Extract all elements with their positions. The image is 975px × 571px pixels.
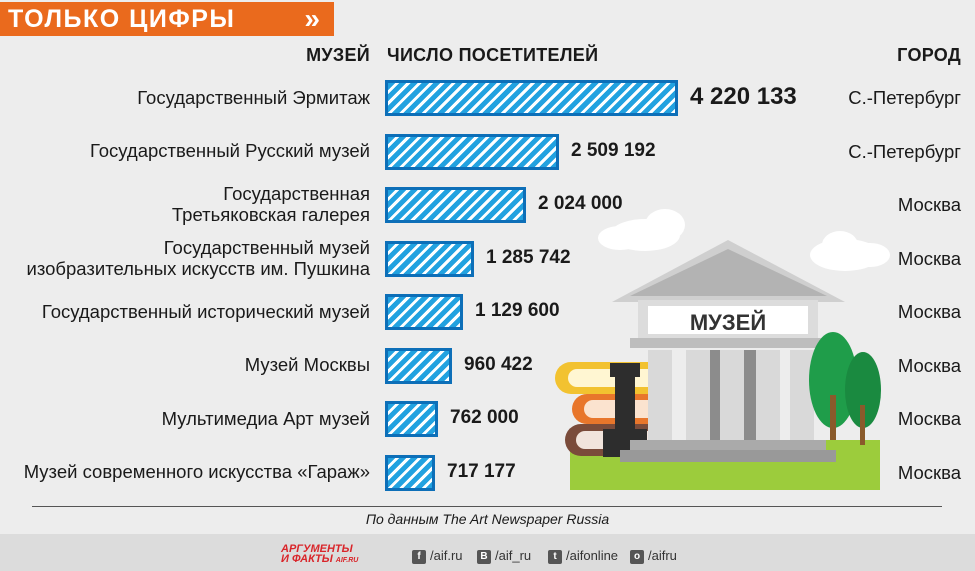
museum-name: Мультимедиа Арт музей — [161, 407, 370, 429]
museum-name: Государственный исторический музей — [41, 300, 370, 322]
data-label: 1 129 600 — [475, 300, 560, 321]
section-title: ТОЛЬКО ЦИФРЫ — [8, 5, 236, 33]
bar — [385, 133, 559, 170]
social-handle: /aif_ru — [495, 548, 532, 563]
data-label: 2 509 192 — [571, 139, 656, 161]
social-link[interactable]: о/aifru — [630, 548, 677, 564]
double-chevron-icon: » — [304, 3, 320, 34]
bar — [385, 294, 463, 330]
social-link[interactable]: t/aifonline — [548, 548, 618, 564]
cloud-icon — [810, 231, 890, 271]
column-header-visitors: ЧИСЛО ПОСЕТИТЕЛЕЙ — [387, 45, 599, 65]
museum-name: Государственный музей изобразительных иск… — [26, 236, 370, 279]
museum-name: Музей современного искусства «Гараж» — [23, 461, 370, 482]
social-handle: /aifru — [648, 548, 677, 563]
city-name: Москва — [897, 194, 961, 215]
bar — [385, 401, 438, 437]
facebook-icon: f — [412, 549, 426, 564]
logo-line: И ФАКТЫ — [281, 553, 333, 565]
vk-icon: В — [477, 549, 491, 564]
odnoklassniki-icon: о — [630, 549, 644, 564]
social-handle: /aifonline — [566, 548, 619, 563]
data-label: 717 177 — [447, 460, 516, 482]
museum-name: Музей Москвы — [244, 354, 370, 375]
city-name: Москва — [897, 247, 961, 269]
divider — [32, 506, 942, 507]
museum-sign: МУЗЕЙ — [690, 310, 766, 335]
social-handle: /aif.ru — [430, 548, 463, 563]
museum-building — [612, 240, 845, 462]
city-name: С.-Петербург — [848, 140, 961, 162]
city-name: Москва — [897, 301, 961, 322]
data-label: 960 422 — [464, 353, 533, 375]
data-label: 2 024 000 — [538, 193, 623, 214]
city-name: Москва — [897, 461, 961, 483]
column-header-museum: МУЗЕЙ — [306, 45, 370, 65]
twitter-icon: t — [548, 549, 562, 564]
data-label: 4 220 133 — [690, 83, 797, 110]
bar — [385, 80, 678, 116]
data-label: 762 000 — [450, 407, 519, 428]
city-name: Москва — [897, 354, 961, 376]
column-header-city: ГОРОД — [897, 45, 961, 65]
city-name: Москва — [897, 408, 961, 429]
museum-name: Государственный Эрмитаж — [137, 86, 370, 108]
museum-name: Государственный Русский музей — [89, 140, 370, 161]
logo-domain: AIF.RU — [335, 557, 359, 564]
city-name: С.-Петербург — [848, 87, 961, 108]
aif-logo[interactable]: АРГУМЕНТЫ И ФАКТЫ AIF.RU — [281, 544, 371, 566]
museum-name: Государственная Третьяковская галерея — [171, 183, 370, 225]
data-label: 1 285 742 — [486, 246, 571, 268]
cloud-icon — [598, 209, 685, 251]
bar — [385, 240, 474, 277]
bar — [385, 347, 452, 384]
logo-line: АРГУМЕНТЫ — [281, 543, 353, 555]
social-link[interactable]: В/aif_ru — [477, 548, 531, 564]
source-note: По данным The Art Newspaper Russia — [365, 511, 610, 527]
bar — [385, 187, 526, 223]
section-tag: ТОЛЬКО ЦИФРЫ » — [0, 2, 334, 36]
bar — [385, 454, 435, 491]
social-link[interactable]: f/aif.ru — [412, 548, 463, 564]
tree-icon — [809, 332, 881, 445]
